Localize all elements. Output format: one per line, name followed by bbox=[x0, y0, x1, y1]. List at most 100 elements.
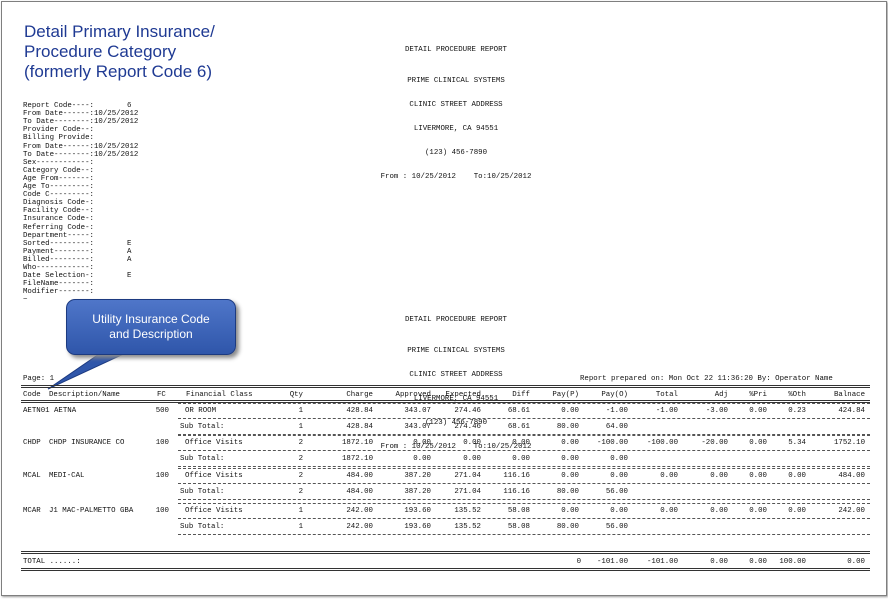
column-header: Pay(P) bbox=[552, 391, 579, 399]
subtotal-value: 343.07 bbox=[404, 423, 431, 431]
subtotal-value: 135.52 bbox=[454, 523, 481, 531]
insurance-code: AETN01 bbox=[23, 407, 50, 415]
report-name: DETAIL PROCEDURE REPORT bbox=[404, 316, 507, 324]
detail-value: 0.00 bbox=[561, 507, 579, 515]
detail-value: -20.00 bbox=[701, 439, 728, 447]
parameter-value: 6 bbox=[127, 102, 132, 110]
detail-value: 1 bbox=[298, 407, 303, 415]
parameter-label: Provider Code--: bbox=[23, 126, 94, 135]
detail-value: 343.07 bbox=[404, 407, 431, 415]
report-name: DETAIL PROCEDURE REPORT bbox=[404, 46, 507, 54]
column-header: Qty bbox=[289, 391, 303, 399]
company-name: PRIME CLINICAL SYSTEMS bbox=[407, 347, 505, 355]
financial-class: OR ROOM bbox=[185, 407, 217, 415]
column-header: Approved bbox=[395, 391, 431, 399]
phone: (123) 456-7890 bbox=[424, 419, 488, 427]
subtotal-value: 387.20 bbox=[404, 488, 431, 496]
detail-value: 0.00 bbox=[660, 507, 678, 515]
parameter-row: Category Code--: bbox=[23, 167, 94, 175]
report-prepared: Report prepared on: Mon Oct 22 11:36:20 … bbox=[580, 375, 833, 383]
subtotal-value: 193.60 bbox=[404, 523, 431, 531]
title-line: Procedure Category bbox=[24, 42, 177, 61]
parameter-label: Category Code--: bbox=[23, 166, 94, 175]
subtotal-value: 80.00 bbox=[556, 423, 579, 431]
parameter-row: Insurance Code-: bbox=[23, 215, 94, 223]
parameter-row: From Date------:10/25/2012 bbox=[23, 110, 138, 118]
detail-value: 242.00 bbox=[838, 507, 865, 515]
detail-value: 0.00 bbox=[788, 472, 806, 480]
subtotal-value: 428.84 bbox=[346, 423, 373, 431]
parameter-row: FileName-------: bbox=[23, 280, 94, 288]
detail-value: -1.00 bbox=[655, 407, 678, 415]
total-value: -101.00 bbox=[596, 558, 628, 566]
detail-rule bbox=[178, 468, 870, 469]
detail-rule bbox=[178, 499, 870, 500]
insurance-code: MCAR bbox=[23, 507, 41, 515]
detail-rule bbox=[178, 450, 870, 451]
page-title: Detail Primary Insurance/ Procedure Cate… bbox=[24, 22, 215, 82]
parameter-row: Code C---------: bbox=[23, 191, 94, 199]
parameter-row: To Date--------:10/25/2012 bbox=[23, 118, 138, 126]
total-value: 0.00 bbox=[749, 558, 767, 566]
detail-value: 68.61 bbox=[507, 407, 530, 415]
parameter-row: Who------------: bbox=[23, 264, 94, 272]
parameter-row: Billing Provide: bbox=[23, 134, 94, 142]
detail-value: 1 bbox=[298, 507, 303, 515]
detail-value: -100.00 bbox=[596, 439, 628, 447]
callout-line-1: Utility Insurance Code bbox=[92, 312, 210, 326]
detail-value: 484.00 bbox=[838, 472, 865, 480]
parameter-row: Age From-------: bbox=[23, 175, 94, 183]
callout-line-2: and Description bbox=[109, 327, 193, 341]
detail-value: 2 bbox=[298, 472, 303, 480]
financial-class-code: 500 bbox=[155, 407, 169, 415]
subtotal-value: 64.00 bbox=[605, 423, 628, 431]
total-value: 100.00 bbox=[779, 558, 806, 566]
detail-value: 116.16 bbox=[503, 472, 530, 480]
detail-value: 242.00 bbox=[346, 507, 373, 515]
column-header: Description/Name bbox=[49, 391, 120, 399]
insurance-name: AETNA bbox=[54, 407, 77, 415]
subtotal-value: 116.16 bbox=[503, 488, 530, 496]
detail-rule bbox=[178, 503, 870, 504]
detail-value: 0.00 bbox=[610, 507, 628, 515]
detail-rule bbox=[178, 434, 870, 435]
subtotal-label: Sub Total: bbox=[180, 455, 225, 463]
subtotal-value: 0.00 bbox=[463, 455, 481, 463]
column-header: Code bbox=[23, 391, 41, 399]
detail-value: 135.52 bbox=[454, 507, 481, 515]
parameter-label: FileName-------: bbox=[23, 280, 94, 289]
subtotal-value: 56.00 bbox=[605, 488, 628, 496]
parameter-label: Department-----: bbox=[23, 231, 94, 240]
subtotal-value: 484.00 bbox=[346, 488, 373, 496]
detail-value: 271.04 bbox=[454, 472, 481, 480]
parameter-label: Payment--------: bbox=[23, 247, 94, 256]
detail-value: 0.00 bbox=[710, 507, 728, 515]
parameter-row: Sorted---------: E bbox=[23, 239, 131, 248]
parameter-row: From Date------:10/25/2012 bbox=[23, 143, 138, 151]
parameter-row: Payment--------: A bbox=[23, 247, 131, 256]
detail-value: 0.00 bbox=[413, 439, 431, 447]
column-header: Financial Class bbox=[186, 391, 253, 399]
column-header: Pay(O) bbox=[601, 391, 628, 399]
title-line: Detail Primary Insurance/ bbox=[24, 22, 215, 41]
parameter-label: Billing Provide: bbox=[23, 134, 94, 143]
detail-value: 0.00 bbox=[749, 439, 767, 447]
financial-class-code: 100 bbox=[155, 507, 169, 515]
column-header: FC bbox=[157, 391, 166, 399]
financial-class-code: 100 bbox=[155, 472, 169, 480]
parameter-label: Who------------: bbox=[23, 264, 94, 272]
subtotal-value: 1 bbox=[298, 423, 303, 431]
detail-value: 58.08 bbox=[507, 507, 530, 515]
parameter-value: E bbox=[127, 239, 132, 248]
parameter-label: Diagnosis Code-: bbox=[23, 199, 94, 208]
parameter-label: Modifier-------: bbox=[23, 288, 94, 297]
detail-value: -1.00 bbox=[605, 407, 628, 415]
column-header: Total bbox=[655, 391, 678, 399]
subtotal-label: Sub Total: bbox=[180, 423, 225, 431]
detail-value: 0.00 bbox=[561, 407, 579, 415]
detail-value: 484.00 bbox=[346, 472, 373, 480]
total-rule-bottom bbox=[21, 568, 870, 571]
column-header: Expected bbox=[445, 391, 481, 399]
parameter-label: Sorted---------: bbox=[23, 239, 94, 248]
parameter-row: Modifier-------: bbox=[23, 288, 94, 296]
